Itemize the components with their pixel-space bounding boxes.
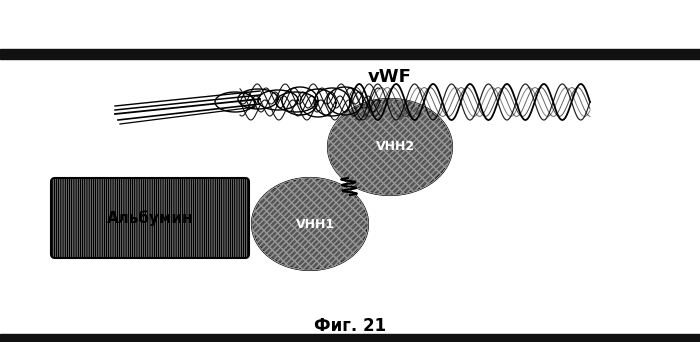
Bar [0, 334, 700, 342]
FancyBboxPatch shape [51, 178, 249, 258]
Ellipse shape [328, 99, 452, 195]
Text: Фиг. 21: Фиг. 21 [314, 317, 386, 335]
Bar [0, 49, 700, 59]
Ellipse shape [252, 178, 368, 270]
Text: VHH2: VHH2 [375, 141, 414, 154]
Text: Альбумин: Альбумин [106, 210, 193, 226]
Text: VHH1: VHH1 [295, 218, 335, 231]
Text: vWF: vWF [368, 68, 412, 86]
